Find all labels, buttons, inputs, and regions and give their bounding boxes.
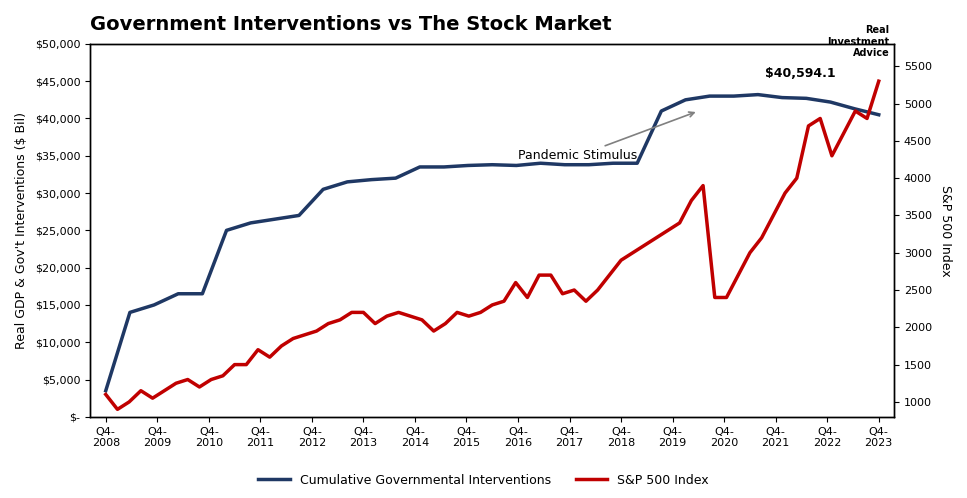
Cumulative Governmental Interventions [269, 216, 280, 222]
Text: Real
Investment
Advice: Real Investment Advice [828, 25, 890, 58]
Cumulative Governmental Interventions [752, 92, 764, 98]
Legend: Cumulative Governmental Interventions, S&P 500 Index: Cumulative Governmental Interventions, S… [253, 469, 714, 492]
Cumulative Governmental Interventions [172, 291, 184, 297]
Cumulative Governmental Interventions [462, 162, 474, 168]
Cumulative Governmental Interventions [196, 291, 208, 297]
S&P 500 Index [100, 391, 111, 397]
Cumulative Governmental Interventions [583, 162, 595, 168]
S&P 500 Index [697, 183, 709, 189]
Cumulative Governmental Interventions [245, 220, 256, 226]
Cumulative Governmental Interventions [511, 162, 522, 168]
Cumulative Governmental Interventions [341, 179, 353, 185]
Cumulative Governmental Interventions [438, 164, 450, 170]
Cumulative Governmental Interventions [849, 106, 861, 112]
Text: Government Interventions vs The Stock Market: Government Interventions vs The Stock Ma… [90, 15, 612, 34]
Line: Cumulative Governmental Interventions: Cumulative Governmental Interventions [105, 95, 879, 391]
Cumulative Governmental Interventions [656, 108, 667, 114]
Cumulative Governmental Interventions [390, 175, 401, 181]
Text: Pandemic Stimulus: Pandemic Stimulus [518, 112, 694, 162]
Cumulative Governmental Interventions [704, 93, 716, 99]
S&P 500 Index [826, 153, 837, 159]
Text: $40,594.1: $40,594.1 [765, 67, 836, 81]
Cumulative Governmental Interventions [317, 186, 329, 192]
S&P 500 Index [111, 406, 123, 412]
Y-axis label: Real GDP & Gov't Interventions ($ Bil): Real GDP & Gov't Interventions ($ Bil) [15, 112, 28, 349]
Cumulative Governmental Interventions [414, 164, 425, 170]
Cumulative Governmental Interventions [366, 177, 377, 183]
Cumulative Governmental Interventions [535, 160, 546, 166]
Line: S&P 500 Index: S&P 500 Index [105, 81, 879, 409]
S&P 500 Index [427, 328, 439, 334]
Cumulative Governmental Interventions [680, 97, 691, 103]
Cumulative Governmental Interventions [100, 388, 111, 394]
S&P 500 Index [205, 376, 217, 382]
Cumulative Governmental Interventions [728, 93, 740, 99]
Cumulative Governmental Interventions [486, 162, 498, 168]
Cumulative Governmental Interventions [631, 160, 643, 166]
Y-axis label: S&P 500 Index: S&P 500 Index [939, 185, 952, 276]
Cumulative Governmental Interventions [777, 95, 788, 101]
S&P 500 Index [229, 362, 241, 368]
S&P 500 Index [463, 313, 475, 319]
Cumulative Governmental Interventions [825, 99, 836, 105]
Cumulative Governmental Interventions [873, 112, 885, 118]
Cumulative Governmental Interventions [559, 162, 571, 168]
Cumulative Governmental Interventions [801, 95, 812, 101]
Cumulative Governmental Interventions [293, 213, 305, 219]
Cumulative Governmental Interventions [124, 309, 135, 315]
S&P 500 Index [873, 78, 885, 84]
Cumulative Governmental Interventions [607, 160, 619, 166]
Cumulative Governmental Interventions [148, 302, 160, 308]
Cumulative Governmental Interventions [220, 228, 232, 234]
